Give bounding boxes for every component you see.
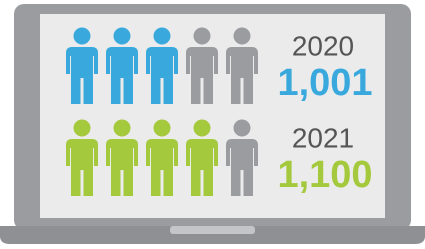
year-label: 2020	[292, 30, 354, 61]
person-head	[74, 120, 91, 137]
person-head	[114, 28, 131, 45]
person-head	[234, 120, 251, 137]
year-label: 2021	[292, 122, 354, 153]
count-label: 1,001	[277, 62, 372, 104]
person-head	[194, 120, 211, 137]
count-label: 1,100	[277, 154, 372, 196]
laptop-notch	[170, 226, 255, 234]
person-head	[114, 120, 131, 137]
person-head	[154, 28, 171, 45]
person-head	[74, 28, 91, 45]
person-head	[194, 28, 211, 45]
person-head	[154, 120, 171, 137]
person-head	[234, 28, 251, 45]
